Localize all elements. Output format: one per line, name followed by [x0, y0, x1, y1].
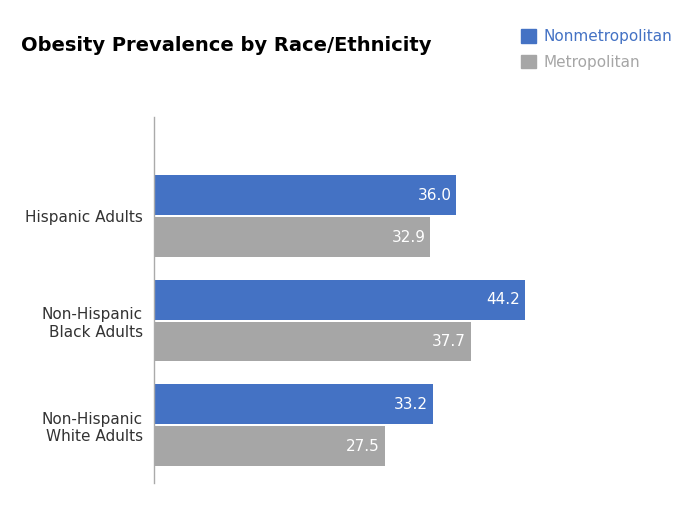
- Text: 32.9: 32.9: [391, 230, 426, 244]
- Bar: [154, 175, 456, 215]
- Bar: [154, 322, 470, 361]
- Bar: [154, 217, 430, 257]
- Text: 33.2: 33.2: [394, 397, 428, 411]
- Bar: [154, 426, 385, 466]
- Text: 44.2: 44.2: [486, 292, 520, 307]
- Text: Obesity Prevalence by Race/Ethnicity: Obesity Prevalence by Race/Ethnicity: [21, 36, 431, 54]
- Text: 36.0: 36.0: [417, 188, 452, 203]
- Text: 27.5: 27.5: [346, 438, 380, 454]
- Legend: Nonmetropolitan, Metropolitan: Nonmetropolitan, Metropolitan: [514, 23, 678, 76]
- Text: 37.7: 37.7: [432, 334, 466, 349]
- Bar: [154, 280, 525, 320]
- Bar: [154, 385, 433, 424]
